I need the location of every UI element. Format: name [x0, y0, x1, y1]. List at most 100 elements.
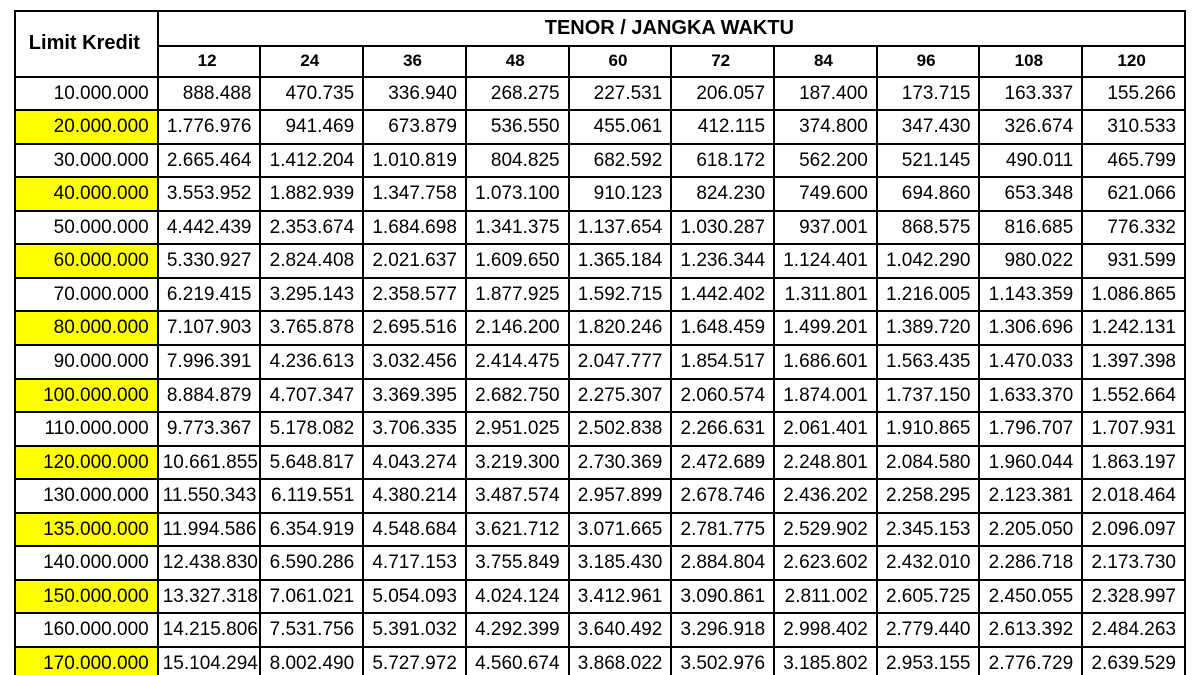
value-cell: 931.599 [1082, 244, 1185, 278]
value-cell: 1.686.601 [774, 345, 877, 379]
value-cell: 7.531.756 [260, 613, 363, 647]
limit-cell: 110.000.000 [15, 412, 158, 446]
limit-cell: 100.000.000 [15, 379, 158, 413]
value-cell: 2.824.408 [260, 244, 363, 278]
value-cell: 268.275 [466, 77, 569, 111]
header-tenor-24: 24 [260, 46, 363, 77]
value-cell: 2.436.202 [774, 479, 877, 513]
value-cell: 2.414.475 [466, 345, 569, 379]
value-cell: 2.096.097 [1082, 513, 1185, 547]
value-cell: 1.347.758 [363, 177, 466, 211]
value-cell: 4.024.124 [466, 580, 569, 614]
value-cell: 3.412.961 [569, 580, 672, 614]
value-cell: 5.727.972 [363, 647, 466, 675]
header-limit: Limit Kredit [15, 11, 158, 77]
value-cell: 2.123.381 [979, 479, 1082, 513]
value-cell: 3.868.022 [569, 647, 672, 675]
value-cell: 1.563.435 [877, 345, 980, 379]
value-cell: 6.354.919 [260, 513, 363, 547]
value-cell: 2.472.689 [671, 446, 774, 480]
limit-cell: 20.000.000 [15, 110, 158, 144]
value-cell: 1.609.650 [466, 244, 569, 278]
table-row: 130.000.00011.550.3436.119.5514.380.2143… [15, 479, 1185, 513]
value-cell: 3.032.456 [363, 345, 466, 379]
table-row: 170.000.00015.104.2948.002.4905.727.9724… [15, 647, 1185, 675]
value-cell: 1.389.720 [877, 311, 980, 345]
header-tenor-group: TENOR / JANGKA WAKTU [158, 11, 1185, 46]
value-cell: 1.592.715 [569, 278, 672, 312]
value-cell: 1.137.654 [569, 211, 672, 245]
header-tenor-12: 12 [158, 46, 261, 77]
value-cell: 1.365.184 [569, 244, 672, 278]
value-cell: 1.960.044 [979, 446, 1082, 480]
table-row: 30.000.0002.665.4641.412.2041.010.819804… [15, 144, 1185, 178]
value-cell: 3.502.976 [671, 647, 774, 675]
value-cell: 2.358.577 [363, 278, 466, 312]
value-cell: 3.219.300 [466, 446, 569, 480]
value-cell: 1.124.401 [774, 244, 877, 278]
value-cell: 2.484.263 [1082, 613, 1185, 647]
value-cell: 4.560.674 [466, 647, 569, 675]
value-cell: 4.292.399 [466, 613, 569, 647]
value-cell: 4.380.214 [363, 479, 466, 513]
value-cell: 3.071.665 [569, 513, 672, 547]
limit-cell: 90.000.000 [15, 345, 158, 379]
limit-cell: 150.000.000 [15, 580, 158, 614]
value-cell: 2.248.801 [774, 446, 877, 480]
limit-cell: 140.000.000 [15, 546, 158, 580]
value-cell: 2.060.574 [671, 379, 774, 413]
value-cell: 3.621.712 [466, 513, 569, 547]
limit-cell: 60.000.000 [15, 244, 158, 278]
value-cell: 3.295.143 [260, 278, 363, 312]
value-cell: 4.548.684 [363, 513, 466, 547]
value-cell: 2.353.674 [260, 211, 363, 245]
value-cell: 490.011 [979, 144, 1082, 178]
value-cell: 562.200 [774, 144, 877, 178]
table-row: 70.000.0006.219.4153.295.1432.358.5771.8… [15, 278, 1185, 312]
value-cell: 2.258.295 [877, 479, 980, 513]
value-cell: 1.216.005 [877, 278, 980, 312]
table-row: 110.000.0009.773.3675.178.0823.706.3352.… [15, 412, 1185, 446]
value-cell: 3.553.952 [158, 177, 261, 211]
value-cell: 2.776.729 [979, 647, 1082, 675]
value-cell: 6.219.415 [158, 278, 261, 312]
value-cell: 187.400 [774, 77, 877, 111]
value-cell: 910.123 [569, 177, 672, 211]
limit-cell: 10.000.000 [15, 77, 158, 111]
value-cell: 3.090.861 [671, 580, 774, 614]
value-cell: 7.107.903 [158, 311, 261, 345]
table-row: 90.000.0007.996.3914.236.6133.032.4562.4… [15, 345, 1185, 379]
value-cell: 2.779.440 [877, 613, 980, 647]
value-cell: 7.996.391 [158, 345, 261, 379]
value-cell: 2.018.464 [1082, 479, 1185, 513]
value-cell: 2.021.637 [363, 244, 466, 278]
value-cell: 1.042.290 [877, 244, 980, 278]
value-cell: 1.442.402 [671, 278, 774, 312]
value-cell: 4.043.274 [363, 446, 466, 480]
value-cell: 1.412.204 [260, 144, 363, 178]
table-row: 60.000.0005.330.9272.824.4082.021.6371.6… [15, 244, 1185, 278]
value-cell: 2.502.838 [569, 412, 672, 446]
header-tenor-48: 48 [466, 46, 569, 77]
value-cell: 749.600 [774, 177, 877, 211]
value-cell: 673.879 [363, 110, 466, 144]
value-cell: 1.306.696 [979, 311, 1082, 345]
value-cell: 173.715 [877, 77, 980, 111]
value-cell: 1.882.939 [260, 177, 363, 211]
value-cell: 1.143.359 [979, 278, 1082, 312]
value-cell: 5.391.032 [363, 613, 466, 647]
value-cell: 1.648.459 [671, 311, 774, 345]
value-cell: 2.613.392 [979, 613, 1082, 647]
value-cell: 4.707.347 [260, 379, 363, 413]
table-row: 140.000.00012.438.8306.590.2864.717.1533… [15, 546, 1185, 580]
table-row: 120.000.00010.661.8555.648.8174.043.2743… [15, 446, 1185, 480]
value-cell: 9.773.367 [158, 412, 261, 446]
value-cell: 621.066 [1082, 177, 1185, 211]
value-cell: 3.765.878 [260, 311, 363, 345]
value-cell: 1.854.517 [671, 345, 774, 379]
value-cell: 1.910.865 [877, 412, 980, 446]
value-cell: 1.874.001 [774, 379, 877, 413]
value-cell: 1.397.398 [1082, 345, 1185, 379]
value-cell: 5.054.093 [363, 580, 466, 614]
value-cell: 13.327.318 [158, 580, 261, 614]
